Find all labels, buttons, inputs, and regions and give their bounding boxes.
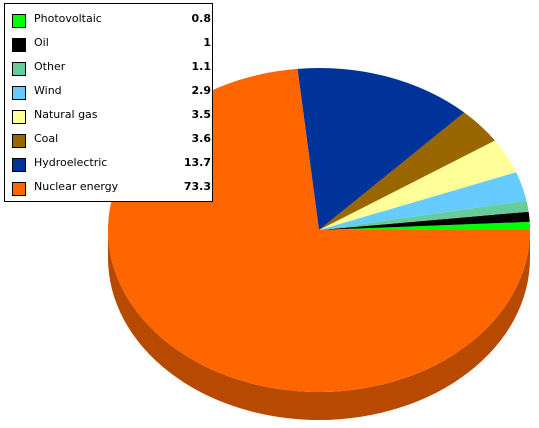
legend-label: Nuclear energy xyxy=(34,180,119,193)
legend-label: Oil xyxy=(34,36,49,49)
legend-item-oil: Oil 1 xyxy=(5,32,212,56)
pie-slice-nuclear-energy xyxy=(108,68,531,392)
legend-value: 13.7 xyxy=(183,156,211,169)
legend-swatch xyxy=(12,182,26,196)
legend-label: Other xyxy=(34,60,66,73)
legend-item-wind: Wind 2.9 xyxy=(5,80,212,104)
legend-item-coal: Coal 3.6 xyxy=(5,128,212,152)
legend-value: 0.8 xyxy=(191,12,212,25)
legend-value: 1 xyxy=(203,36,211,49)
legend-item-other: Other 1.1 xyxy=(5,56,212,80)
legend-value: 73.3 xyxy=(183,180,211,193)
legend-value: 2.9 xyxy=(191,84,212,97)
legend-swatch xyxy=(12,158,26,172)
pie-slice-coal xyxy=(319,112,495,230)
pie-slice-natural-gas xyxy=(319,140,517,230)
legend: Photovoltaic 0.8 Oil 1 Other 1.1 Wind 2.… xyxy=(4,3,213,202)
legend-value: 3.6 xyxy=(191,132,212,145)
legend-label: Coal xyxy=(34,132,59,145)
legend-label: Hydroelectric xyxy=(34,156,108,169)
legend-swatch xyxy=(12,134,26,148)
legend-value: 3.5 xyxy=(191,108,212,121)
pie-slice-oil xyxy=(319,211,530,230)
legend-swatch xyxy=(12,62,26,76)
pie-3d-sides xyxy=(108,230,530,420)
legend-item-natural-gas: Natural gas 3.5 xyxy=(5,104,212,128)
legend-label: Photovoltaic xyxy=(34,12,102,25)
legend-label: Wind xyxy=(34,84,62,97)
pie-slice-photovoltaic xyxy=(319,221,530,230)
legend-swatch xyxy=(12,38,26,52)
legend-item-photovoltaic: Photovoltaic 0.8 xyxy=(5,8,212,32)
legend-item-hydroelectric: Hydroelectric 13.7 xyxy=(5,152,212,176)
legend-swatch xyxy=(12,110,26,124)
legend-label: Natural gas xyxy=(34,108,98,121)
legend-item-nuclear-energy: Nuclear energy 73.3 xyxy=(5,176,212,200)
pie-slice-hydroelectric xyxy=(297,68,465,230)
pie-slices xyxy=(108,68,531,392)
pie-slice-wind xyxy=(319,172,527,230)
legend-value: 1.1 xyxy=(191,60,212,73)
legend-swatch xyxy=(12,86,26,100)
legend-swatch xyxy=(12,14,26,28)
pie-side-nuclear-energy xyxy=(108,230,530,420)
pie-slice-other xyxy=(319,200,529,230)
